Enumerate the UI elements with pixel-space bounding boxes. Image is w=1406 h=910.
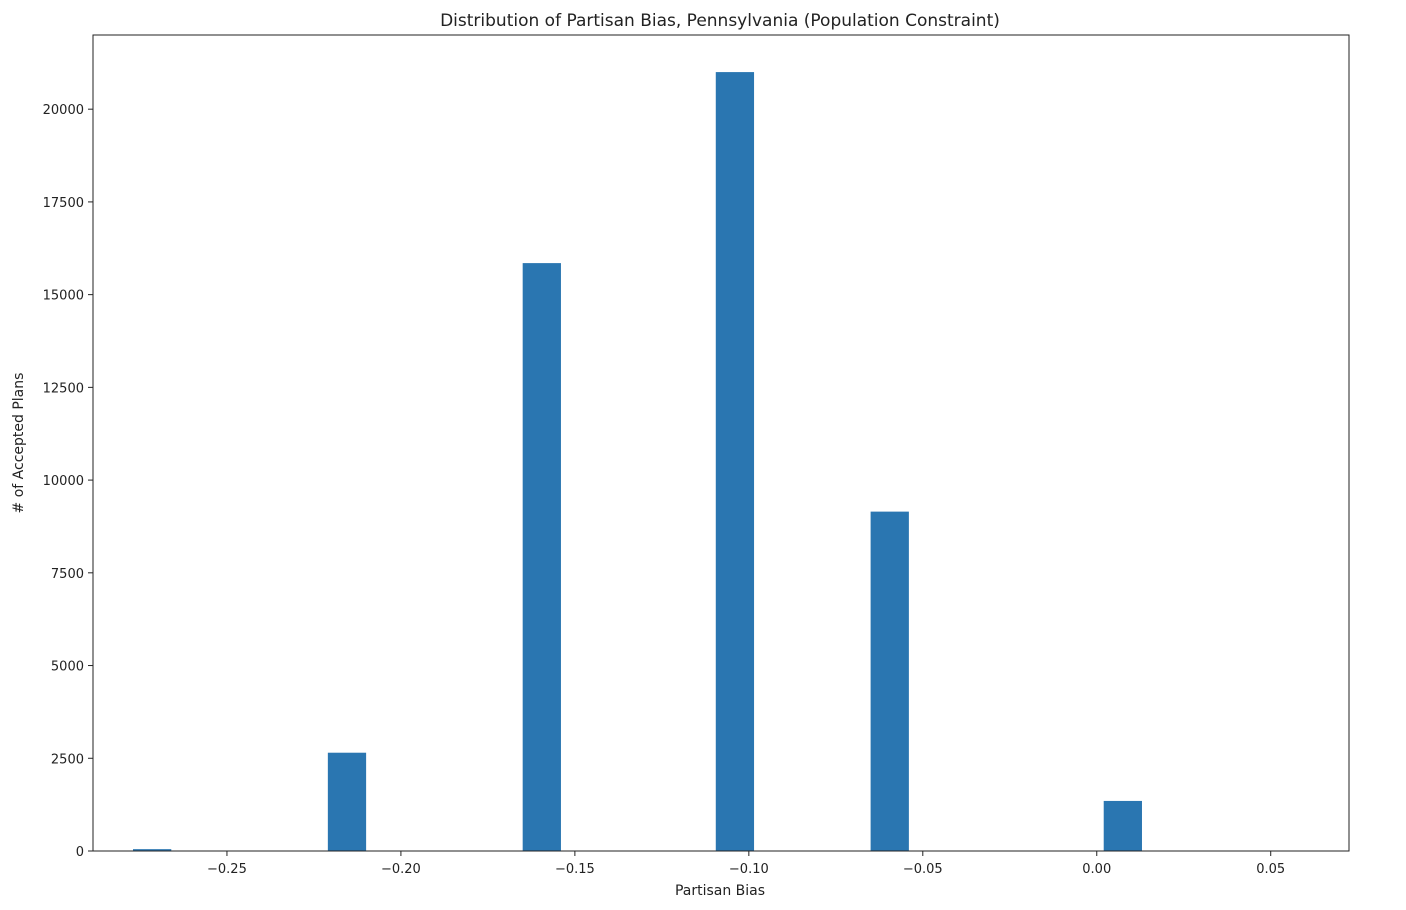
y-tick-label: 5000 bbox=[51, 660, 84, 675]
x-tick-label: 0.00 bbox=[1082, 862, 1111, 877]
histogram-bar bbox=[327, 752, 367, 851]
y-tick-label: 20000 bbox=[43, 103, 84, 118]
y-tick-label: 0 bbox=[76, 845, 84, 860]
y-axis-ticks: 0 2500 5000 7500 10000 12500 15000 17500 20000 bbox=[43, 103, 93, 860]
histogram-bar bbox=[522, 263, 561, 851]
y-axis-label: # of Accepted Plans bbox=[11, 373, 27, 514]
bars-layer bbox=[133, 72, 1142, 852]
histogram-bar bbox=[870, 511, 909, 851]
x-axis-ticks: −0.25 −0.20 −0.15 −0.10 −0.05 0.00 0.05 bbox=[207, 851, 1285, 877]
histogram-bar bbox=[715, 72, 755, 852]
plot-frame bbox=[92, 34, 1350, 852]
y-tick-label: 2500 bbox=[51, 752, 84, 767]
x-tick-label: −0.05 bbox=[903, 862, 943, 877]
chart-title: Distribution of Partisan Bias, Pennsylva… bbox=[440, 11, 1000, 31]
y-tick-label: 17500 bbox=[43, 196, 84, 211]
histogram-bar bbox=[133, 849, 172, 851]
x-axis-label: Partisan Bias bbox=[675, 883, 765, 899]
y-tick-label: 15000 bbox=[43, 289, 84, 304]
y-tick-label: 7500 bbox=[51, 567, 84, 582]
x-tick-label: −0.15 bbox=[555, 862, 595, 877]
y-tick-label: 10000 bbox=[43, 474, 84, 489]
histogram-bar bbox=[1103, 800, 1142, 851]
x-tick-label: 0.05 bbox=[1256, 862, 1285, 877]
y-tick-label: 12500 bbox=[43, 381, 84, 396]
x-tick-label: −0.25 bbox=[207, 862, 247, 877]
x-tick-label: −0.20 bbox=[381, 862, 421, 877]
x-tick-label: −0.10 bbox=[729, 862, 769, 877]
